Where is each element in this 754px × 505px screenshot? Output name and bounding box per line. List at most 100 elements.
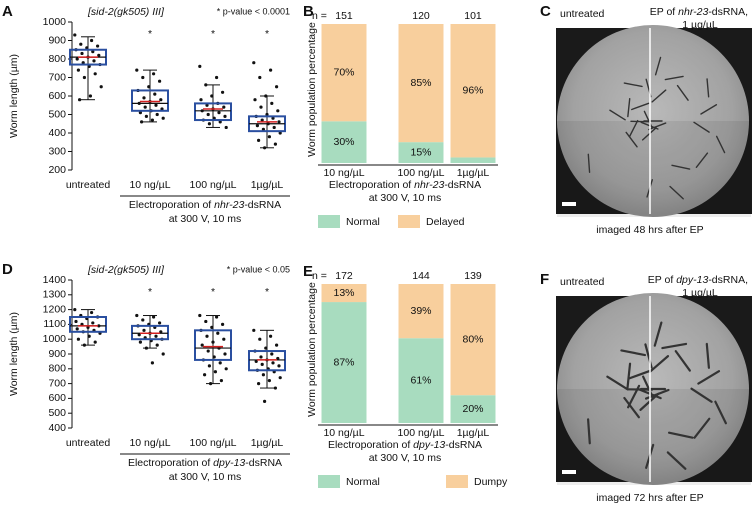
worm xyxy=(587,153,591,173)
worm xyxy=(715,135,726,154)
data-point xyxy=(155,343,159,347)
data-point xyxy=(278,131,282,135)
x-axis-label: at 300 V, 10 ms xyxy=(369,452,442,464)
worm xyxy=(676,84,689,101)
box xyxy=(194,102,232,122)
x-axis-label-part: -dsRNA xyxy=(445,439,482,451)
image-caption: imaged 48 hrs after EP xyxy=(596,224,703,236)
x-axis-label: at 300 V, 10 ms xyxy=(169,213,242,225)
data-point xyxy=(212,355,216,359)
data-point xyxy=(79,42,83,46)
bar-segment xyxy=(321,302,367,423)
data-point xyxy=(212,116,216,120)
legend-label: Delayed xyxy=(426,216,465,228)
data-point xyxy=(203,373,207,377)
image-label: EP of nhr-23-dsRNA, xyxy=(650,6,748,18)
worm xyxy=(695,152,709,169)
data-point xyxy=(273,142,277,146)
data-point xyxy=(217,111,221,115)
data-point xyxy=(92,59,96,63)
x-tick-label: 1µg/µL xyxy=(457,427,490,439)
data-point xyxy=(219,379,223,383)
n-value: 144 xyxy=(412,270,430,282)
n-value: 139 xyxy=(464,270,482,282)
value-label: 96% xyxy=(462,85,483,97)
data-point xyxy=(147,85,151,89)
y-axis-label: Worm length (µm) xyxy=(8,54,20,138)
data-point xyxy=(273,386,277,390)
legend-swatch xyxy=(318,475,340,488)
data-point xyxy=(138,111,142,115)
data-point xyxy=(277,120,281,124)
data-point xyxy=(278,376,282,380)
data-point xyxy=(75,57,79,61)
y-tick-label: 700 xyxy=(48,71,66,83)
worm xyxy=(643,110,653,129)
scale-bar xyxy=(562,470,576,474)
y-axis-label: Worm population percentage xyxy=(306,22,318,157)
worm xyxy=(697,370,721,385)
worm xyxy=(706,78,710,98)
data-point xyxy=(144,346,148,350)
x-tick-label: 1µg/µL xyxy=(457,167,490,179)
value-label: 70% xyxy=(333,66,354,78)
data-point xyxy=(91,50,95,54)
box xyxy=(194,329,232,361)
data-point xyxy=(88,94,92,98)
data-point xyxy=(218,361,222,365)
n-value: 120 xyxy=(412,10,430,22)
x-axis-label-part: -dsRNA xyxy=(444,179,481,191)
worm xyxy=(642,375,655,400)
x-axis-label-part: dpy-13 xyxy=(213,457,245,469)
data-point xyxy=(257,382,261,386)
x-tick-label: 10 ng/µL xyxy=(129,437,170,449)
bar-segment xyxy=(450,284,496,396)
data-point xyxy=(142,328,146,332)
bar-segment xyxy=(450,395,496,423)
x-axis-label-part: -dsRNA xyxy=(244,199,281,211)
data-point xyxy=(74,319,78,324)
worm xyxy=(627,98,631,118)
y-tick-label: 500 xyxy=(48,108,66,120)
worm xyxy=(654,56,662,76)
data-point xyxy=(150,361,154,365)
data-point xyxy=(276,109,280,113)
data-point xyxy=(255,124,259,128)
worm xyxy=(693,121,710,133)
bar-segment xyxy=(398,338,444,423)
y-tick-label: 400 xyxy=(48,127,66,139)
worm xyxy=(661,342,688,350)
data-point xyxy=(152,72,156,76)
x-axis-label: Electroporation of nhr-23-dsRNA xyxy=(129,199,281,211)
legend-label: Dumpy xyxy=(474,476,508,488)
data-point xyxy=(263,399,267,403)
data-point xyxy=(211,340,215,344)
x-tick-label: untreated xyxy=(66,179,111,191)
x-tick-label: 10 ng/µL xyxy=(323,167,364,179)
x-tick-label: 1µg/µL xyxy=(251,179,284,191)
data-point xyxy=(93,340,97,344)
box xyxy=(131,89,169,112)
x-axis-label-part: Electroporation of xyxy=(328,439,413,451)
legend-label: Normal xyxy=(346,216,380,228)
data-point xyxy=(90,310,94,315)
y-axis-label: Worm length (µm) xyxy=(8,312,20,396)
data-point xyxy=(93,72,97,76)
value-label: 80% xyxy=(462,333,483,345)
data-point xyxy=(73,33,77,37)
data-point xyxy=(218,120,222,124)
x-axis-label: Electroporation of dpy-13-dsRNA xyxy=(328,439,482,451)
data-point xyxy=(269,334,273,338)
value-label: 87% xyxy=(333,356,354,368)
data-point xyxy=(87,64,91,68)
image-label: EP of dpy-13-dsRNA, xyxy=(648,274,748,286)
image-label-part: nhr-23 xyxy=(678,6,708,18)
data-point xyxy=(99,85,103,89)
significance: * xyxy=(265,286,269,298)
value-label: 39% xyxy=(410,305,431,317)
data-point xyxy=(161,352,165,356)
data-point xyxy=(97,53,101,57)
image-label-part: EP of xyxy=(648,274,676,286)
data-point xyxy=(76,337,80,341)
data-point xyxy=(270,101,274,105)
